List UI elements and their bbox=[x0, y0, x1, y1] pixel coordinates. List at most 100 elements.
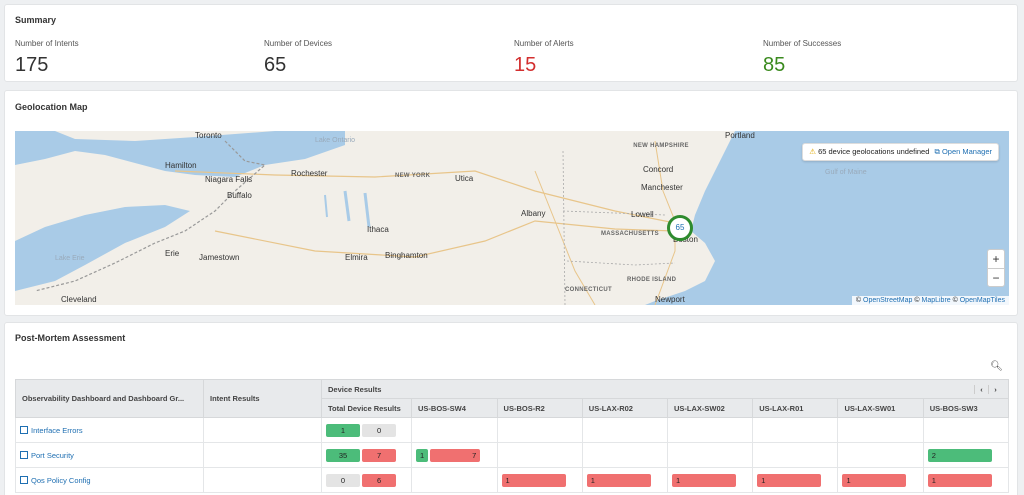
device-result-cell bbox=[837, 442, 924, 468]
col-total-header[interactable]: Total Device Results bbox=[321, 398, 412, 418]
failure-count-pill[interactable]: 1 bbox=[501, 473, 566, 487]
col-device-header[interactable]: US-LAX-SW01 bbox=[837, 398, 924, 418]
summary-panel: Summary Number of Intents 175 Number of … bbox=[4, 4, 1018, 82]
city-label: Manchester bbox=[641, 183, 683, 192]
external-link-icon: ⧉ bbox=[934, 147, 940, 156]
city-label: Albany bbox=[521, 209, 546, 218]
post-mortem-title: Post-Mortem Assessment bbox=[15, 333, 126, 343]
city-label: Elmira bbox=[345, 253, 368, 262]
intent-result-cell bbox=[203, 467, 322, 493]
failure-count-pill[interactable]: 0 bbox=[362, 423, 397, 437]
city-label: Niagara Falls bbox=[205, 175, 253, 184]
col-device-header[interactable]: US-LAX-SW02 bbox=[667, 398, 754, 418]
device-result-cell bbox=[411, 417, 498, 443]
dashboard-icon bbox=[20, 425, 28, 434]
dashboard-link[interactable]: Qos Policy Config bbox=[15, 467, 204, 493]
device-results-header: Device Results ‹ › bbox=[321, 379, 1009, 399]
metric-label: Number of Alerts bbox=[514, 39, 574, 48]
total-result-cell: 1 0 bbox=[321, 417, 412, 443]
device-result-cell bbox=[667, 417, 754, 443]
geolocation-map[interactable]: Lake Ontario Lake Erie Gulf of Maine Tor… bbox=[15, 131, 1009, 305]
col-intent-header[interactable]: Intent Results bbox=[203, 379, 322, 418]
col-device-header[interactable]: US-LAX-R02 bbox=[581, 398, 669, 418]
post-mortem-panel: Post-Mortem Assessment 🔍︎ Observability … bbox=[4, 322, 1018, 495]
success-count-pill[interactable]: 35 bbox=[326, 448, 360, 462]
success-count-pill[interactable]: 0 bbox=[326, 473, 360, 487]
table-row: Port Security 35 7 1 7 2 bbox=[15, 442, 1010, 468]
city-label: Concord bbox=[643, 165, 674, 174]
metric-label: Number of Successes bbox=[763, 39, 842, 48]
col-device-header[interactable]: US-BOS-R2 bbox=[496, 398, 583, 418]
geolocation-warning-text: 65 device geolocations undefined bbox=[818, 147, 930, 156]
device-result-cell bbox=[411, 467, 498, 493]
device-cluster-marker[interactable]: 65 bbox=[667, 215, 693, 241]
city-label: Binghamton bbox=[385, 251, 428, 260]
success-count-pill[interactable]: 1 bbox=[416, 448, 429, 462]
geolocation-panel: Geolocation Map Lake Ontario Lake Erie bbox=[4, 90, 1018, 316]
dashboard-link[interactable]: Port Security bbox=[15, 442, 204, 468]
attribution-link[interactable]: MapLibre bbox=[921, 297, 951, 304]
state-label: NEW HAMPSHIRE bbox=[633, 143, 689, 149]
city-label: Erie bbox=[165, 249, 180, 258]
city-label: Rochester bbox=[291, 169, 328, 178]
zoom-in-button[interactable]: + bbox=[992, 252, 1000, 266]
metric-value: 175 bbox=[15, 54, 49, 76]
col-device-header[interactable]: US-LAX-R01 bbox=[752, 398, 839, 418]
dashboard-icon bbox=[20, 450, 28, 459]
state-label: RHODE ISLAND bbox=[627, 277, 677, 283]
city-label: Lowell bbox=[631, 210, 654, 219]
success-count-pill[interactable]: 1 bbox=[326, 423, 360, 437]
device-result-cell bbox=[496, 417, 583, 443]
success-count-pill[interactable]: 2 bbox=[927, 448, 992, 462]
water-label: Gulf of Maine bbox=[825, 169, 867, 176]
summary-title: Summary bbox=[15, 15, 57, 25]
table-row: Qos Policy Config 0 6 1 1 1 1 1 1 bbox=[15, 467, 1010, 493]
device-result-cell bbox=[922, 417, 1010, 443]
failure-count-pill[interactable]: 6 bbox=[362, 473, 397, 487]
device-result-cell bbox=[837, 417, 924, 443]
state-label: CONNECTICUT bbox=[565, 287, 612, 293]
device-result-cell: 1 bbox=[581, 467, 669, 493]
column-pager: ‹ › bbox=[974, 384, 1002, 394]
failure-count-pill[interactable]: 7 bbox=[430, 448, 481, 462]
col-device-header[interactable]: US-BOS-SW3 bbox=[922, 398, 1010, 418]
city-label: Newport bbox=[655, 295, 685, 304]
assessment-table: Observability Dashboard and Dashboard Gr… bbox=[15, 379, 1010, 493]
metric-intents: Number of Intents 175 bbox=[15, 39, 255, 77]
water-label: Lake Ontario bbox=[315, 137, 356, 144]
failure-count-pill[interactable]: 1 bbox=[586, 473, 651, 487]
failure-count-pill[interactable]: 1 bbox=[927, 473, 992, 487]
metric-alerts: Number of Alerts 15 bbox=[514, 39, 754, 77]
device-result-cell: 1 bbox=[752, 467, 839, 493]
attribution-link[interactable]: OpenMapTiles bbox=[959, 297, 1005, 304]
dashboard-name: Qos Policy Config bbox=[31, 475, 91, 485]
search-icon[interactable]: 🔍︎ bbox=[990, 361, 1003, 372]
metric-value: 85 bbox=[763, 54, 786, 76]
total-result-cell: 35 7 bbox=[321, 442, 412, 468]
chevron-left-icon[interactable]: ‹ bbox=[974, 384, 988, 394]
metric-successes: Number of Successes 85 bbox=[763, 39, 1003, 77]
col-device-header[interactable]: US-BOS-SW4 bbox=[411, 398, 498, 418]
warning-icon: ⚠ bbox=[809, 147, 816, 156]
open-manager-label: Open Manager bbox=[941, 147, 992, 156]
failure-count-pill[interactable]: 1 bbox=[842, 473, 907, 487]
failure-count-pill[interactable]: 1 bbox=[757, 473, 822, 487]
device-result-cell: 1 bbox=[837, 467, 924, 493]
attribution-link[interactable]: OpenStreetMap bbox=[863, 297, 913, 304]
device-result-cell: 1 bbox=[922, 467, 1010, 493]
device-result-cell bbox=[752, 417, 839, 443]
device-result-cell bbox=[752, 442, 839, 468]
col-dashboard-header[interactable]: Observability Dashboard and Dashboard Gr… bbox=[15, 379, 204, 418]
state-label: MASSACHUSETTS bbox=[601, 231, 659, 237]
dashboard-link[interactable]: Interface Errors bbox=[15, 417, 204, 443]
failure-count-pill[interactable]: 7 bbox=[362, 448, 397, 462]
zoom-out-button[interactable]: − bbox=[988, 268, 1004, 286]
failure-count-pill[interactable]: 1 bbox=[672, 473, 737, 487]
open-manager-link[interactable]: ⧉ Open Manager bbox=[935, 147, 993, 156]
device-result-cell: 1 7 bbox=[411, 442, 498, 468]
city-label: Cleveland bbox=[61, 295, 97, 304]
table-row: Interface Errors 1 0 bbox=[15, 417, 1010, 443]
device-result-cell: 2 bbox=[922, 442, 1010, 468]
chevron-right-icon[interactable]: › bbox=[988, 384, 1002, 394]
city-label: Hamilton bbox=[165, 161, 197, 170]
